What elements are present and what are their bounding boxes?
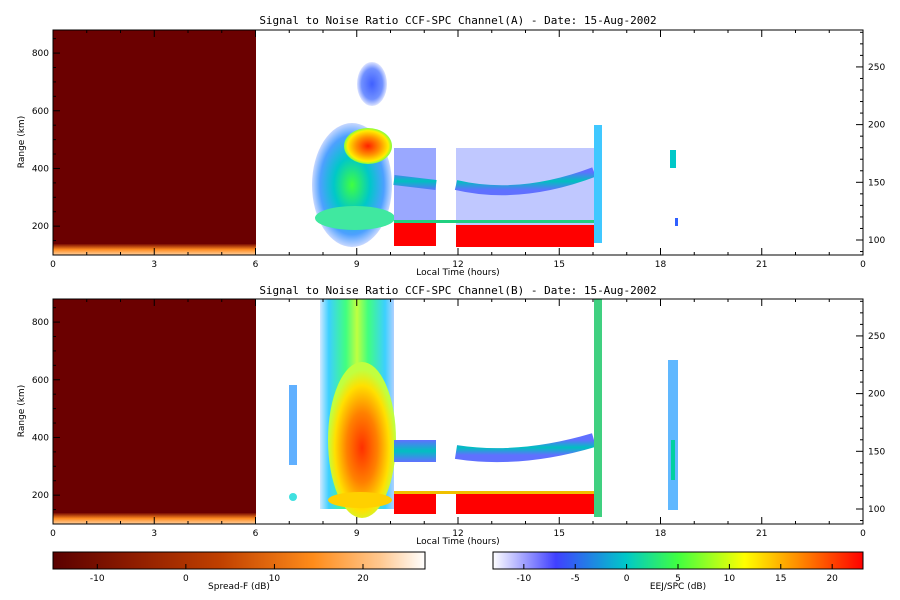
panel-b-x-tick-label: 18 bbox=[655, 529, 667, 539]
panel-b-x-tick-label: 0 bbox=[860, 529, 866, 539]
panel-b-spread-f-hotspot bbox=[328, 362, 396, 518]
colorbar-0-tick-label: -10 bbox=[90, 574, 105, 584]
colorbar-spread-f-label: Spread-F (dB) bbox=[208, 582, 270, 592]
panel-b-eej-layer-right bbox=[454, 433, 596, 463]
colorbar-0-tick-label: 0 bbox=[183, 574, 189, 584]
panel-a-y2-tick-label: 100 bbox=[868, 236, 885, 246]
panel-b-ylabel: Range (km) bbox=[17, 385, 27, 437]
panel-b-axes: 0 3 6 9 12 15 18 21 0 200 400 600 800 100 150 200 250 bbox=[32, 299, 885, 539]
panel-a-spread-f-cap bbox=[357, 62, 387, 106]
panel-b-y-tick-label: 600 bbox=[32, 376, 49, 386]
colorbar-0-tick-label: 10 bbox=[269, 574, 281, 584]
panel-a-eej-patch-lower bbox=[675, 218, 678, 226]
panel-b-right-strip bbox=[594, 299, 602, 517]
colorbar-1-tick-label: 5 bbox=[675, 574, 681, 584]
panel-b-y2-tick-label: 200 bbox=[868, 390, 885, 400]
panel-b-y2-tick-label: 150 bbox=[868, 447, 885, 457]
panel-b-x-tick-label: 12 bbox=[452, 529, 463, 539]
panel-a-eej-layer bbox=[393, 167, 596, 196]
panel-a-x-tick-label: 0 bbox=[860, 260, 866, 270]
panel-b-x-tick-label: 9 bbox=[354, 529, 360, 539]
panel-b-title: Signal to Noise Ratio CCF-SPC Channel(B)… bbox=[259, 284, 656, 297]
panel-b-left-streak bbox=[289, 385, 297, 465]
panel-b-y2-tick-label: 100 bbox=[868, 505, 885, 515]
panel-b-eej-layer bbox=[394, 440, 436, 462]
panel-b-eej-streak-core bbox=[671, 440, 675, 480]
colorbar-eej: -10 -5 0 5 10 15 20 EEJ/SPC (dB) bbox=[492, 551, 864, 592]
panel-a-x-tick-label: 3 bbox=[151, 260, 157, 270]
panel-a-y2-tick-label: 200 bbox=[868, 121, 885, 131]
panel-b-data-layer bbox=[53, 299, 678, 524]
panel-a-y-tick-label: 400 bbox=[32, 164, 49, 174]
panel-a-eej-band-right bbox=[456, 225, 594, 247]
panel-a-y2-tick-label: 250 bbox=[868, 63, 885, 73]
colorbar-1-tick-label: 0 bbox=[624, 574, 630, 584]
panel-b-x-tick-label: 3 bbox=[151, 529, 157, 539]
panel-b-eej-band-right bbox=[456, 494, 594, 514]
panel-a-xlabel: Local Time (hours) bbox=[416, 268, 499, 278]
colorbar-1-tick-label: -10 bbox=[516, 574, 531, 584]
colorbar-1-tick-label: 10 bbox=[724, 574, 736, 584]
colorbar-spread-f-ticks: -10 0 10 20 bbox=[90, 564, 369, 584]
panel-b-eej-band-edge bbox=[394, 491, 594, 494]
panel-a-eej-band-left-strip bbox=[594, 125, 602, 243]
panel-a-y-tick-label: 800 bbox=[32, 49, 49, 59]
panel-a: Signal to Noise Ratio CCF-SPC Channel(A)… bbox=[17, 14, 885, 278]
panel-b-x-tick-label: 0 bbox=[50, 529, 56, 539]
panel-a-x-tick-label: 21 bbox=[756, 260, 767, 270]
panel-a-eej-band-edge bbox=[394, 220, 594, 223]
panel-a-x-tick-label: 18 bbox=[655, 260, 667, 270]
panel-b-eej-streak bbox=[668, 360, 678, 510]
colorbar-1-tick-label: 20 bbox=[826, 574, 838, 584]
panel-a-y2-tick-label: 150 bbox=[868, 178, 885, 188]
panel-a-data-layer bbox=[53, 30, 678, 255]
panel-a-x-tick-label: 15 bbox=[554, 260, 565, 270]
panel-b-x-tick-label: 6 bbox=[253, 529, 259, 539]
panel-a-eej-patch bbox=[670, 150, 676, 168]
colorbar-eej-label: EEJ/SPC (dB) bbox=[650, 582, 706, 592]
panel-b-y2-tick-label: 250 bbox=[868, 332, 885, 342]
panel-a-x-tick-label: 0 bbox=[50, 260, 56, 270]
panel-b-spread-f-floor bbox=[328, 492, 392, 508]
panel-a-x-tick-label: 6 bbox=[253, 260, 259, 270]
panel-b-y-tick-label: 400 bbox=[32, 433, 49, 443]
panel-b-y-tick-label: 200 bbox=[32, 491, 49, 501]
panel-a-ylabel: Range (km) bbox=[17, 116, 27, 168]
panel-a-y-tick-label: 600 bbox=[32, 107, 49, 117]
panel-a-y-tick-label: 200 bbox=[32, 222, 49, 232]
panel-b-x-tick-label: 21 bbox=[756, 529, 767, 539]
panel-a-spread-f-hotspot bbox=[344, 128, 392, 164]
panel-b-left-spot bbox=[289, 493, 297, 501]
colorbar-spread-f-gradient bbox=[52, 551, 426, 570]
panel-b-xlabel: Local Time (hours) bbox=[416, 537, 499, 547]
panel-b-spread-f-background bbox=[53, 299, 256, 524]
panel-a-x-tick-label: 9 bbox=[354, 260, 360, 270]
panel-a-eej-band-left bbox=[394, 222, 436, 246]
colorbar-1-tick-label: 15 bbox=[775, 574, 786, 584]
panel-b-y-tick-label: 800 bbox=[32, 318, 49, 328]
panel-b: Signal to Noise Ratio CCF-SPC Channel(B)… bbox=[17, 284, 885, 547]
colorbar-spread-f: -10 0 10 20 Spread-F (dB) bbox=[52, 551, 426, 592]
panel-b-x-tick-label: 15 bbox=[554, 529, 565, 539]
panel-a-title: Signal to Noise Ratio CCF-SPC Channel(A)… bbox=[259, 14, 656, 27]
colorbar-eej-ticks: -10 -5 0 5 10 15 20 bbox=[516, 564, 838, 584]
panel-a-spread-f-background bbox=[53, 30, 256, 255]
panel-a-axes: 0 3 6 9 12 15 18 21 0 200 400 600 800 100 150 200 250 bbox=[32, 30, 885, 270]
panel-a-spread-f-blob-lower bbox=[315, 206, 395, 230]
colorbar-1-tick-label: -5 bbox=[571, 574, 580, 584]
panel-b-eej-band-left bbox=[394, 494, 436, 514]
colorbar-0-tick-label: 20 bbox=[357, 574, 369, 584]
panel-a-x-tick-label: 12 bbox=[452, 260, 463, 270]
